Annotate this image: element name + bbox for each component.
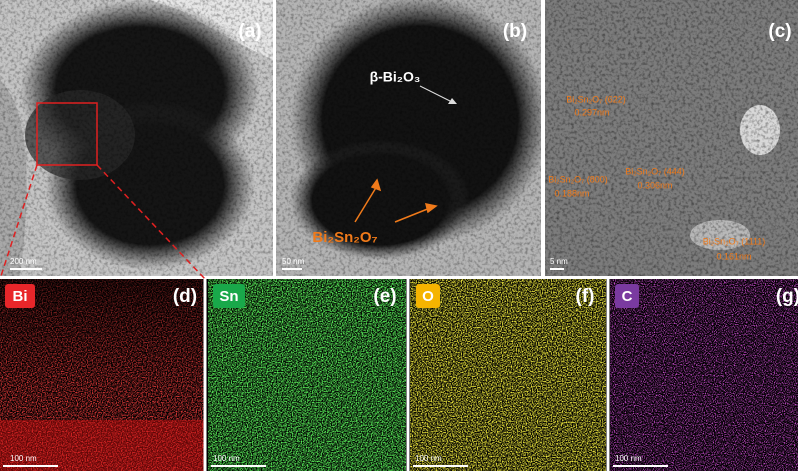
panel-c xyxy=(545,0,798,276)
scale-bar xyxy=(3,465,58,467)
scale-label: 50 nm xyxy=(282,257,305,266)
scale-bar xyxy=(211,465,266,467)
fringe-plane: Bi₂Sn₂O₇ (444) xyxy=(625,166,685,176)
o-map xyxy=(410,279,606,471)
panel-label: (f) xyxy=(576,286,595,307)
figure: (a) 200 nm (b) 50 nm β-Bi₂O₃ Bi₂Sn₂O₇ (c… xyxy=(0,0,798,471)
product-label: Bi₂Sn₂O₇ xyxy=(312,229,377,246)
bi-map-dense xyxy=(0,420,205,471)
panel-label: (e) xyxy=(373,286,396,307)
fringe-plane: Bi₂Sn₂O₇ (800) xyxy=(548,174,608,184)
panel-label: (b) xyxy=(503,21,527,42)
fringe-spacing: 0.188nm xyxy=(554,188,589,198)
fringe-spacing: 0.297nm xyxy=(574,107,609,117)
panel-label: (c) xyxy=(768,21,791,42)
fringe-spacing: 0.306nm xyxy=(637,180,672,190)
fringe-plane: Bi₂Sn₂O₇ (622) xyxy=(566,94,626,104)
element-label: C xyxy=(622,288,633,305)
fringe-spacing: 0.161nm xyxy=(716,251,751,261)
scale-label: 100 nm xyxy=(615,454,642,463)
phase-label: β-Bi₂O₃ xyxy=(370,69,421,85)
panel-a xyxy=(0,0,273,276)
scale-label: 100 nm xyxy=(415,454,442,463)
element-label: Sn xyxy=(219,288,238,305)
panel-label: (a) xyxy=(238,21,261,42)
scale-label: 100 nm xyxy=(10,454,37,463)
element-label: O xyxy=(422,288,434,305)
scale-bar xyxy=(613,465,668,467)
panel-label: (d) xyxy=(173,286,197,307)
c-map xyxy=(610,279,798,471)
element-label: Bi xyxy=(13,288,28,305)
fringe-plane: Bi₂Sn₂O₇ (1111) xyxy=(703,236,766,246)
scale-bar xyxy=(413,465,468,467)
panel-label: (g) xyxy=(776,286,798,307)
scale-label: 5 nm xyxy=(550,257,568,266)
scale-label: 200 nm xyxy=(10,257,37,266)
page: {"panels": [ {"label": "(a)", "scale_bar… xyxy=(0,0,798,471)
scale-label: 100 nm xyxy=(213,454,240,463)
